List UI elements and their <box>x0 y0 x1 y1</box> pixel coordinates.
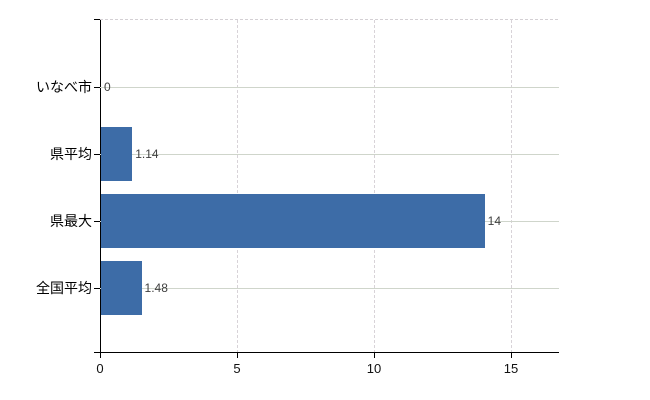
x-axis-tick <box>237 352 238 358</box>
v-gridline <box>237 20 238 352</box>
h-gridline <box>100 288 559 289</box>
y-axis-tick <box>94 87 100 88</box>
bar-value-label: 1.48 <box>144 281 168 295</box>
y-axis-tick <box>94 154 100 155</box>
x-tick-label: 5 <box>233 361 241 376</box>
x-axis-tick <box>100 352 101 358</box>
x-tick-label: 0 <box>96 361 104 376</box>
x-tick-label: 15 <box>503 361 519 376</box>
bar-value-label: 14 <box>487 214 501 228</box>
v-gridline <box>374 20 376 352</box>
v-gridline <box>511 20 513 352</box>
bar <box>101 261 142 315</box>
bar <box>101 194 485 248</box>
category-label: 全国平均 <box>36 280 92 296</box>
bar <box>101 127 133 181</box>
bar-value-label: 0 <box>104 80 111 94</box>
y-axis-tick <box>94 221 100 222</box>
h-gridline <box>100 154 559 155</box>
plot-top-border <box>100 19 559 20</box>
y-axis-line <box>100 19 102 357</box>
h-gridline <box>100 87 559 88</box>
x-tick-label: 10 <box>366 361 382 376</box>
y-axis-tick <box>94 288 100 289</box>
category-label: 県平均 <box>50 146 92 162</box>
y-axis-tick <box>94 19 100 20</box>
x-axis-tick <box>374 352 376 358</box>
x-axis-tick <box>511 352 513 358</box>
x-axis-line <box>94 352 559 354</box>
category-label: いなべ市 <box>36 79 92 95</box>
category-label: 県最大 <box>50 213 92 229</box>
bar-value-label: 1.14 <box>135 147 159 161</box>
